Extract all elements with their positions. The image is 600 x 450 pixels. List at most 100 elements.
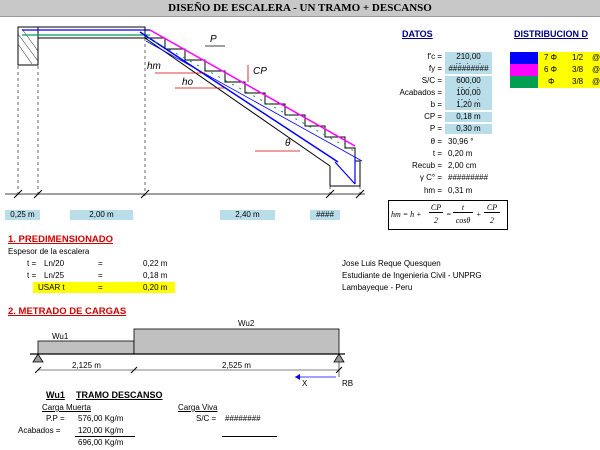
formula-num2: t: [453, 203, 473, 213]
predim-row1-eq: =: [98, 259, 103, 268]
carga-muerta-total: 696,00 Kg/m: [78, 438, 124, 447]
acabados-carga-label: Acabados =: [18, 426, 61, 435]
theta-label: θ: [285, 138, 291, 149]
rebar-color-magenta: [510, 64, 538, 76]
fy-value: #########: [445, 64, 492, 74]
rb-label: RB: [342, 379, 353, 388]
acabados-carga-value: 120,00 Kg/m: [78, 426, 124, 435]
sc-label: S/C =: [421, 76, 442, 85]
rebar-size-1: 1/2: [572, 53, 584, 62]
cp-label: CP: [253, 66, 267, 77]
predim-row1-a: t =: [27, 259, 37, 268]
formula-plus: +: [476, 210, 482, 219]
t-value: 0,20 m: [448, 149, 473, 158]
b-value: 1,20 m: [445, 100, 492, 110]
hm-row-label: hm =: [423, 186, 442, 195]
p-label: P: [210, 34, 217, 45]
total-rule: [75, 436, 135, 437]
carga-muerta-label: Carga Muerta: [42, 403, 91, 412]
tramo-wu: Wu1: [46, 390, 65, 400]
predim-heading: 1. PREDIMENSIONADO: [8, 234, 114, 245]
usar-t-eq: =: [98, 283, 103, 292]
rebar-qty-1: 7 Φ: [544, 53, 558, 62]
author-name: Jose Luis Reque Quesquen: [342, 259, 441, 268]
pp-value: 576,00 Kg/m: [78, 414, 124, 423]
rebar-at-3: @: [592, 77, 600, 86]
wu1-load-block: [37, 340, 135, 355]
cargas-heading: 2. METRADO DE CARGAS: [8, 306, 127, 317]
p-value: 0,30 m: [445, 124, 492, 134]
tramo-title: TRAMO DESCANSO: [76, 390, 163, 400]
predim-row2-b: Ln/25: [44, 271, 65, 280]
predim-row2-val: 0,18 m: [143, 271, 168, 280]
fc-label: f'c =: [427, 52, 442, 61]
formula-den1: 2: [434, 216, 438, 225]
recub-label: Recub =: [411, 161, 442, 170]
predim-subtitle: Espesor de la escalera: [8, 247, 90, 256]
formula-den2: cosθ: [455, 216, 471, 225]
span1-label: 2,125 m: [72, 361, 101, 370]
landing-support: [17, 26, 39, 66]
formula-num1: CP: [429, 203, 443, 213]
formula-num3: CP: [484, 203, 500, 213]
predim-row1-val: 0,22 m: [143, 259, 168, 268]
formula-lhs: hm = h +: [391, 210, 422, 219]
cv-total-rule: [222, 436, 277, 437]
rebar-size-3: 3/8: [572, 77, 584, 86]
hm-formula: hm = h + CP 2 = t cosθ + CP 2: [388, 200, 508, 230]
author-place: Lambayeque - Peru: [342, 283, 413, 292]
theta-value: 30,96 °: [448, 137, 474, 146]
distribucion-header: DISTRIBUCION D: [514, 29, 588, 39]
span2-label: 2,525 m: [222, 361, 251, 370]
b-label: b =: [430, 100, 442, 109]
ho-label: ho: [182, 77, 194, 88]
acabados-label: Acabados =: [399, 88, 442, 97]
sc-carga-label: S/C =: [196, 414, 217, 423]
rebar-color-green: [510, 76, 538, 88]
p-row-label: P =: [429, 124, 442, 133]
cp-row-label: CP =: [424, 112, 442, 121]
carga-viva-label: Carga Viva: [178, 403, 218, 412]
x-label: X: [302, 379, 308, 388]
usar-t-val: 0,20 m: [143, 283, 168, 292]
right-support: [333, 353, 345, 363]
landing-slab: [37, 26, 146, 39]
wu2-label: Wu2: [238, 319, 255, 328]
rebar-at-2: @: [592, 65, 600, 74]
distribucion-table: 7 Φ 1/2 @ 6 Φ 3/8 @ Φ 3/8 @: [510, 52, 600, 88]
gamma-value: #########: [448, 173, 489, 182]
predim-row1-b: Ln/20: [44, 259, 65, 268]
dim-hash: ####: [310, 210, 340, 220]
datos-header: DATOS: [402, 29, 433, 39]
stair-drawing: P CP hm ho θ: [5, 26, 365, 199]
rebar-qty-3: Φ: [548, 77, 555, 86]
predim-row2-a: t =: [27, 271, 37, 280]
dim-2-40: 2,40 m: [220, 210, 275, 220]
gamma-label: γ C° =: [419, 173, 442, 182]
dim-0-25: 0,25 m: [5, 210, 40, 220]
rebar-color-blue: [510, 52, 538, 64]
rebar-qty-2: 6 Φ: [544, 65, 558, 74]
theta-row-label: θ =: [430, 137, 442, 146]
fy-label: fy =: [428, 64, 442, 73]
sc-carga-value: ########: [225, 414, 261, 423]
wu2-load-block: [133, 328, 340, 355]
load-diagram: Wu1 Wu2 2,125 m 2,525 m X RB: [30, 319, 353, 388]
rebar-size-2: 3/8: [572, 65, 584, 74]
left-support: [32, 353, 44, 363]
formula-den3: 2: [490, 216, 494, 225]
usar-t-label: USAR t: [38, 283, 65, 292]
wu1-label: Wu1: [52, 332, 69, 341]
author-role: Estudiante de Ingenieria Civil - UNPRG: [342, 271, 482, 280]
rebar-at-1: @: [592, 53, 600, 62]
usar-t-row: USAR t = 0,20 m: [33, 282, 175, 293]
hm-label: hm: [147, 61, 161, 72]
formula-eq: =: [446, 210, 452, 219]
recub-value: 2,00 cm: [448, 161, 477, 170]
sheet-title: DISEÑO DE ESCALERA - UN TRAMO + DESCANSO: [0, 0, 600, 17]
pp-label: P.P =: [46, 414, 65, 423]
t-label: t =: [432, 149, 442, 158]
dim-2-00: 2,00 m: [70, 210, 133, 220]
hm-value: 0,31 m: [448, 186, 473, 195]
cp-value: 0,18 m: [445, 112, 492, 122]
